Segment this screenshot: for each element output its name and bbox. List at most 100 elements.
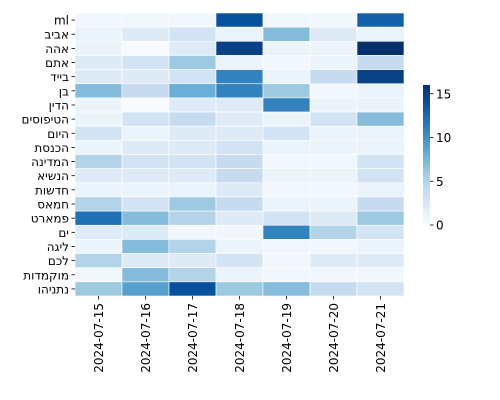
colorbar-tick-label: 0 <box>436 219 444 233</box>
heatmap-cell <box>309 26 358 42</box>
heatmap-cell <box>309 125 358 141</box>
heatmap-cell <box>309 281 358 297</box>
heatmap-cell <box>215 267 264 283</box>
heatmap-cell <box>356 224 405 240</box>
heatmap-cell <box>168 168 217 184</box>
heatmap-cell <box>262 239 311 254</box>
heatmap-cell <box>215 224 264 240</box>
heatmap-cell <box>121 12 170 28</box>
heatmap-cell <box>215 210 264 226</box>
heatmap-cell <box>121 253 170 269</box>
heatmap-cell <box>168 224 217 240</box>
heatmap-cell <box>121 55 170 70</box>
heatmap-cell <box>121 182 170 198</box>
heatmap-cell <box>168 12 217 28</box>
heatmap-cell <box>356 69 405 85</box>
heatmap-cell <box>74 83 123 99</box>
heatmap-cell <box>309 140 358 155</box>
heatmap-cell <box>262 125 311 141</box>
heatmap-cell <box>309 224 358 240</box>
heatmap-cell <box>168 154 217 169</box>
heatmap-cell <box>121 26 170 42</box>
heatmap-cell <box>309 154 358 169</box>
heatmap-cell <box>215 168 264 184</box>
heatmap-cell <box>74 26 123 42</box>
heatmap-cell <box>74 140 123 155</box>
heatmap-cell <box>309 196 358 212</box>
y-tick-label: חמאס <box>37 198 69 212</box>
y-tick-label: הנשיא <box>37 169 69 183</box>
y-tick-label: ml <box>54 14 69 28</box>
x-tick-label: 2024-07-16 <box>139 303 153 373</box>
y-tick-label: היום <box>47 127 69 141</box>
heatmap-cell <box>74 168 123 184</box>
heatmap-cell <box>168 253 217 269</box>
heatmap-cell <box>74 196 123 212</box>
heatmap-cell <box>168 210 217 226</box>
heatmap-cell <box>74 55 123 70</box>
heatmap-cell <box>356 281 405 297</box>
heatmap-cell <box>262 69 311 85</box>
y-tick-label: ליגה <box>47 240 69 254</box>
heatmap-cell <box>121 40 170 56</box>
heatmap-cell <box>74 224 123 240</box>
heatmap-cell <box>121 154 170 169</box>
heatmap-cell <box>309 55 358 70</box>
heatmap-cell <box>356 111 405 127</box>
y-tick-label: הטיפוסים <box>21 113 69 127</box>
heatmap-cell <box>121 210 170 226</box>
y-tick-label: בייד <box>50 70 69 84</box>
y-tick-label: מוקמדות <box>23 268 69 282</box>
heatmap-cell <box>215 253 264 269</box>
heatmap-cell <box>356 125 405 141</box>
heatmap-cell <box>215 12 264 28</box>
heatmap-cell <box>121 97 170 113</box>
heatmap-cell <box>262 196 311 212</box>
heatmap-cell <box>262 111 311 127</box>
heatmap-cell <box>168 140 217 155</box>
heatmap-cell <box>356 55 405 70</box>
y-tick-label: פמארט <box>31 212 69 226</box>
heatmap-cell <box>262 55 311 70</box>
heatmap-cell <box>262 168 311 184</box>
y-tick-label: בן <box>59 84 69 98</box>
y-tick-label: המדינה <box>31 155 69 169</box>
heatmap-cell <box>262 267 311 283</box>
heatmap-cell <box>309 253 358 269</box>
heatmap-cell <box>262 210 311 226</box>
heatmap-cell <box>262 83 311 99</box>
x-tick-label: 2024-07-21 <box>374 303 388 373</box>
heatmap-cell <box>74 239 123 254</box>
colorbar: 0 5 10 15 <box>423 85 451 233</box>
heatmap-cell <box>121 83 170 99</box>
heatmap-cell <box>356 182 405 198</box>
heatmap-cell <box>356 83 405 99</box>
heatmap-cell <box>168 26 217 42</box>
heatmap-cell <box>309 40 358 56</box>
heatmap-cell <box>356 239 405 254</box>
heatmap-cell <box>74 253 123 269</box>
heatmap-cell <box>168 182 217 198</box>
heatmap-cell <box>356 196 405 212</box>
heatmap-cell <box>309 111 358 127</box>
heatmap-cell <box>356 253 405 269</box>
x-tick-label: 2024-07-15 <box>92 303 106 373</box>
heatmap-cell <box>215 196 264 212</box>
heatmap-cell <box>168 83 217 99</box>
heatmap-cell <box>309 210 358 226</box>
heatmap-cell <box>356 12 405 28</box>
heatmap-cell <box>74 40 123 56</box>
heatmap-cell <box>309 267 358 283</box>
heatmap-cell <box>356 154 405 169</box>
heatmap-cell <box>262 97 311 113</box>
heatmap-cell <box>121 140 170 155</box>
heatmap-cell <box>74 281 123 297</box>
y-tick-label: הדין <box>49 98 69 112</box>
heatmap-cell <box>262 281 311 297</box>
x-tick-label: 2024-07-18 <box>233 303 247 373</box>
x-tick-label: 2024-07-19 <box>280 303 294 373</box>
heatmap-cell <box>356 168 405 184</box>
colorbar-tick-label: 15 <box>436 87 451 101</box>
heatmap-cell <box>215 69 264 85</box>
